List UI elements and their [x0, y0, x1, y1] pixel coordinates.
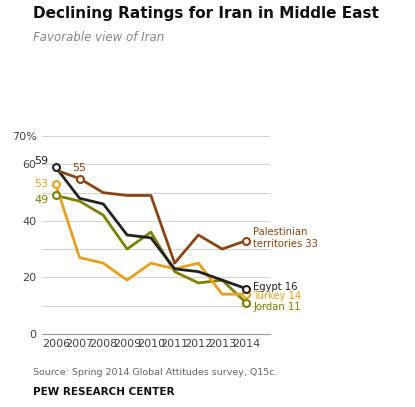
Text: 55: 55 — [73, 163, 87, 173]
Text: Turkey 14: Turkey 14 — [253, 291, 301, 301]
Text: Declining Ratings for Iran in Middle East: Declining Ratings for Iran in Middle Eas… — [33, 6, 379, 21]
Text: PEW RESEARCH CENTER: PEW RESEARCH CENTER — [33, 387, 175, 398]
Text: Source: Spring 2014 Global Attitudes survey, Q15c.: Source: Spring 2014 Global Attitudes sur… — [33, 368, 278, 377]
Text: 53: 53 — [34, 179, 49, 189]
Text: 59: 59 — [34, 156, 49, 166]
Text: Jordan 11: Jordan 11 — [253, 302, 301, 312]
Text: Egypt 16: Egypt 16 — [253, 282, 298, 292]
Text: 49: 49 — [34, 195, 49, 205]
Text: Favorable view of Iran: Favorable view of Iran — [33, 31, 164, 44]
Text: Palestinian
territories 33: Palestinian territories 33 — [253, 227, 318, 249]
